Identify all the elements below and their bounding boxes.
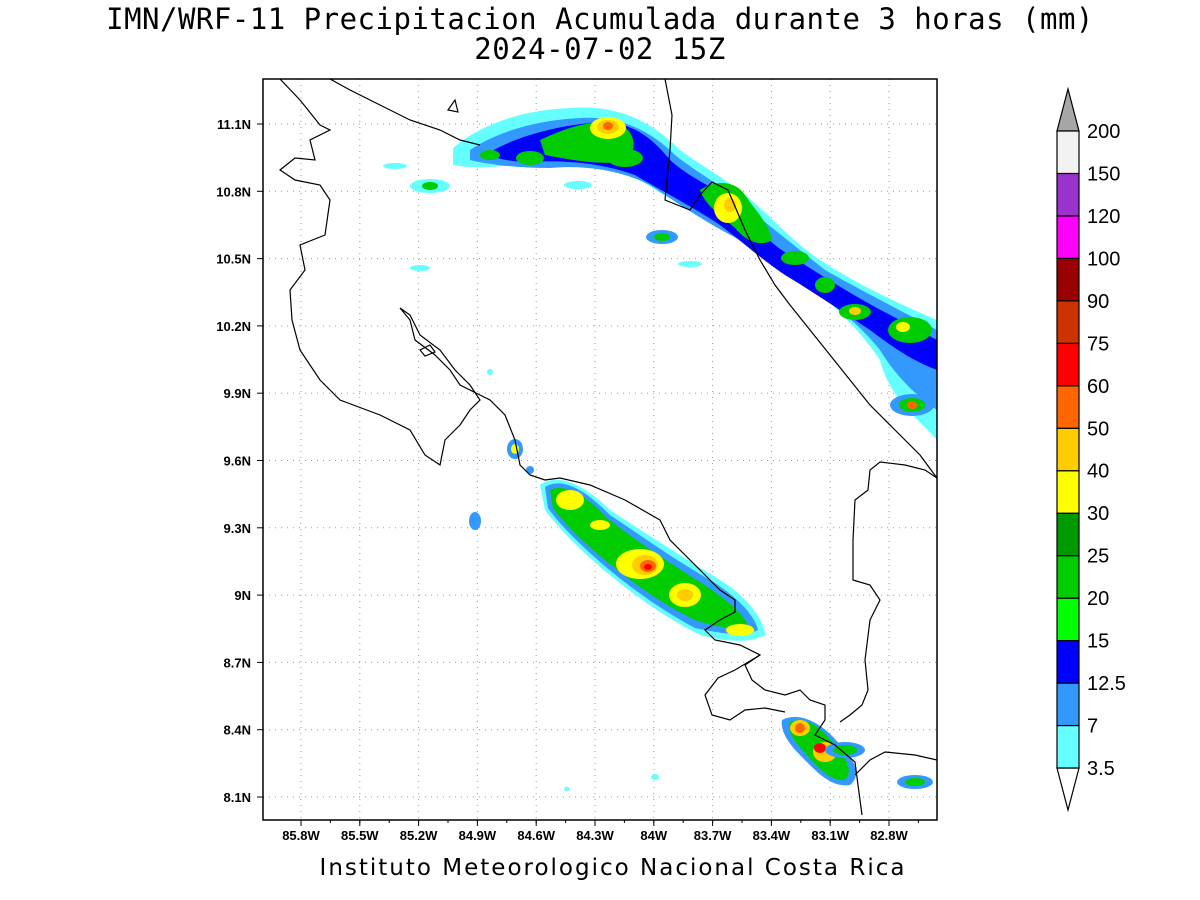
colorbar-swatch [1056, 639, 1080, 684]
colorbar-swatch [1056, 427, 1080, 472]
y-tick-label: 10.8N [216, 184, 251, 199]
precipitation-field [383, 107, 937, 791]
map-datetime: 2024-07-02 15Z [474, 32, 726, 66]
footer-credit: Instituto Meteorologico Nacional Costa R… [319, 855, 907, 881]
colorbar-swatch [1056, 385, 1080, 429]
x-tick-label: 83.4W [753, 828, 791, 843]
colorbar-swatch [1056, 172, 1080, 217]
map-area [263, 79, 937, 820]
y-tick-label: 10.5N [216, 252, 251, 267]
colorbar-label: 120 [1087, 206, 1120, 228]
x-tick-label: 85.8W [282, 828, 320, 843]
colorbar-label: 200 [1087, 121, 1120, 143]
coastline-borders [278, 79, 937, 816]
y-tick-label: 8.7N [224, 655, 251, 670]
colorbar-swatch [1056, 682, 1080, 727]
y-tick-label: 9.6N [224, 454, 251, 469]
y-tick-label: 9.9N [224, 386, 251, 401]
colorbar-swatch [1056, 257, 1080, 302]
x-tick-label: 84W [640, 828, 667, 843]
map-axes: 85.8W 85.5W 85.2W 84.9W 84.6W 84.3W 84W 83.7W 83… [216, 117, 919, 843]
colorbar-swatch [1056, 130, 1080, 175]
colorbar-swatch [1056, 300, 1080, 344]
x-tick-label: 82.8W [870, 828, 908, 843]
x-tick-label: 85.5W [341, 828, 379, 843]
colorbar-min-arrow [1056, 767, 1080, 813]
x-tick-label: 85.2W [400, 828, 438, 843]
y-tick-label: 9N [234, 588, 251, 603]
y-tick-label: 11.1N [217, 117, 251, 132]
colorbar-label: 100 [1087, 248, 1120, 270]
map-title: IMN/WRF-11 Precipitacion Acumulada duran… [106, 2, 1094, 36]
x-tick-label: 84.9W [459, 828, 497, 843]
colorbar-label: 3.5 [1087, 758, 1115, 780]
colorbar-label: 60 [1087, 376, 1109, 398]
x-tick-label: 84.3W [576, 828, 614, 843]
y-tick-label: 8.1N [224, 790, 251, 805]
map-frame [262, 78, 938, 821]
colorbar-label: 25 [1087, 546, 1109, 568]
colorbar: 3.5 7 12.5 15 20 25 30 40 50 60 75 90 100 120 150 200 [1056, 86, 1126, 813]
colorbar-label: 7 [1087, 716, 1098, 738]
colorbar-label: 12.5 [1087, 673, 1126, 695]
colorbar-label: 75 [1087, 333, 1109, 355]
colorbar-label: 90 [1087, 291, 1109, 313]
colorbar-swatch [1056, 724, 1080, 769]
y-tick-label: 8.4N [224, 723, 251, 738]
colorbar-swatch [1056, 215, 1080, 260]
colorbar-swatch [1056, 512, 1080, 557]
x-tick-label: 83.1W [811, 828, 849, 843]
colorbar-swatch [1056, 597, 1080, 642]
colorbar-label: 40 [1087, 461, 1109, 483]
colorbar-label: 150 [1087, 163, 1120, 185]
y-tick-label: 10.2N [216, 319, 251, 334]
colorbar-label: 30 [1087, 503, 1109, 525]
x-tick-label: 84.6W [517, 828, 555, 843]
colorbar-label: 50 [1087, 418, 1109, 440]
colorbar-max-arrow [1056, 86, 1080, 132]
colorbar-label: 15 [1087, 631, 1109, 653]
colorbar-swatch [1056, 555, 1080, 599]
colorbar-label: 20 [1087, 588, 1109, 610]
x-tick-label: 83.7W [694, 828, 732, 843]
colorbar-swatch [1056, 342, 1080, 387]
y-tick-label: 9.3N [224, 521, 251, 536]
colorbar-swatch [1056, 470, 1080, 514]
